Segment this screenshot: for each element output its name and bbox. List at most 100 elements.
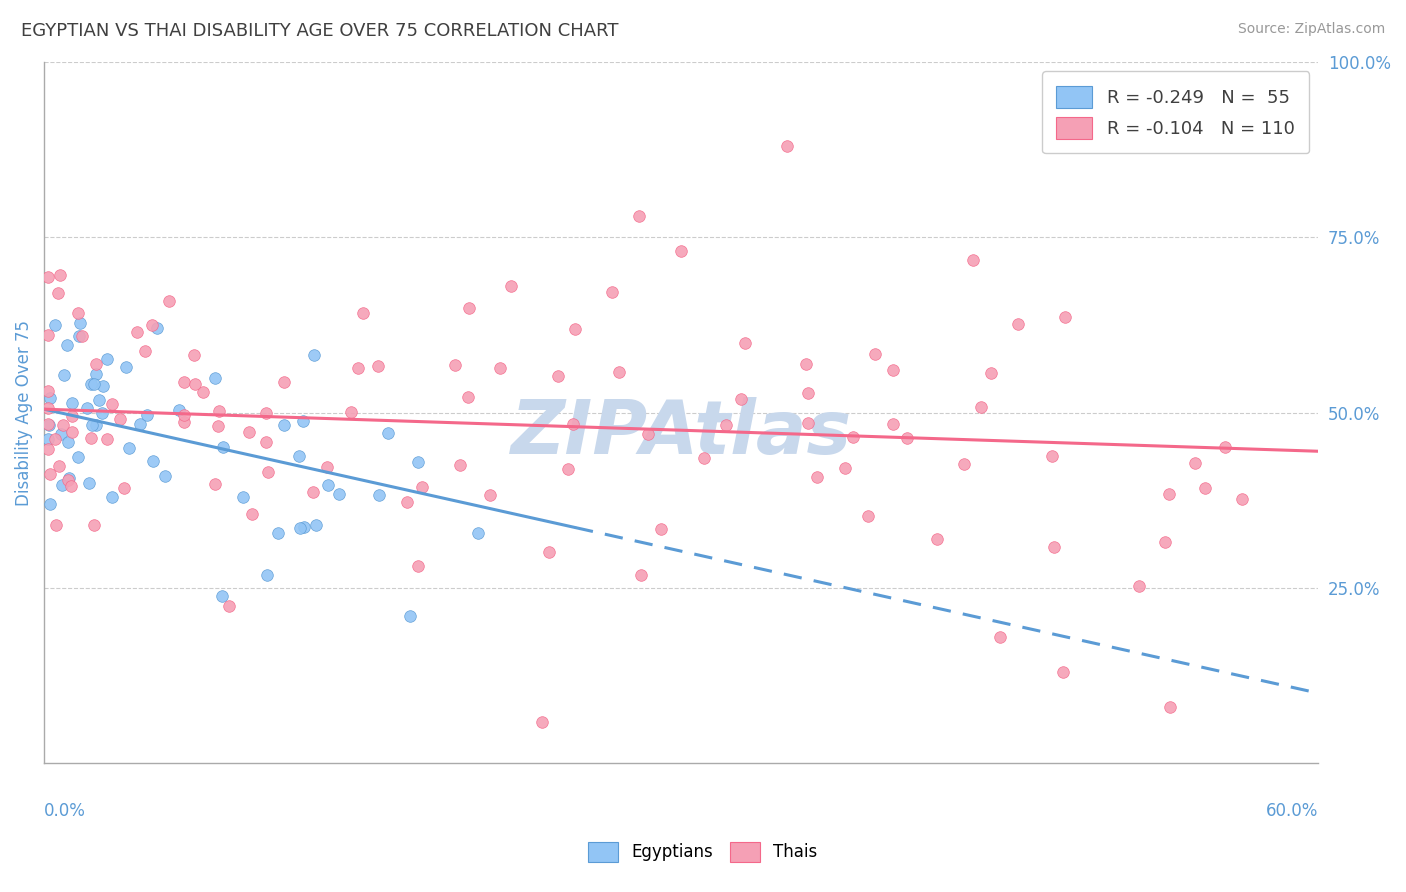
Point bbox=[218, 599, 240, 614]
Text: EGYPTIAN VS THAI DISABILITY AGE OVER 75 CORRELATION CHART: EGYPTIAN VS THAI DISABILITY AGE OVER 75 … bbox=[21, 22, 619, 40]
Point bbox=[600, 285, 623, 300]
Point bbox=[547, 369, 569, 384]
Point bbox=[457, 390, 479, 404]
Point bbox=[1230, 491, 1253, 506]
Point bbox=[82, 418, 104, 433]
Point bbox=[730, 392, 752, 407]
Point bbox=[693, 450, 716, 465]
Point bbox=[267, 526, 290, 541]
Point bbox=[91, 378, 114, 392]
Point bbox=[256, 568, 278, 582]
Point bbox=[1213, 440, 1236, 454]
Point bbox=[134, 343, 156, 358]
Point bbox=[115, 359, 138, 374]
Point bbox=[142, 454, 165, 468]
Point bbox=[38, 417, 60, 432]
Point bbox=[1128, 579, 1150, 593]
Point bbox=[76, 401, 98, 416]
Point bbox=[96, 352, 118, 367]
Point bbox=[406, 559, 429, 574]
Point bbox=[67, 306, 90, 320]
Point bbox=[406, 455, 429, 469]
Point bbox=[38, 467, 60, 482]
Point bbox=[77, 475, 100, 490]
Point bbox=[159, 294, 181, 309]
Point bbox=[45, 518, 67, 533]
Point bbox=[208, 403, 231, 417]
Point bbox=[37, 270, 59, 285]
Point bbox=[457, 301, 479, 315]
Point bbox=[288, 449, 311, 463]
Text: 60.0%: 60.0% bbox=[1265, 802, 1319, 820]
Point bbox=[882, 362, 904, 376]
Point bbox=[489, 361, 512, 376]
Point bbox=[302, 348, 325, 362]
Point bbox=[101, 490, 124, 504]
Point bbox=[49, 426, 72, 441]
Point bbox=[96, 432, 118, 446]
Point bbox=[627, 210, 650, 224]
Point bbox=[292, 520, 315, 534]
Point bbox=[52, 368, 75, 383]
Point bbox=[411, 480, 433, 494]
Point bbox=[896, 432, 918, 446]
Point bbox=[980, 366, 1002, 380]
Point bbox=[60, 409, 83, 423]
Point bbox=[52, 418, 75, 433]
Text: Source: ZipAtlas.com: Source: ZipAtlas.com bbox=[1237, 22, 1385, 37]
Point bbox=[316, 477, 339, 491]
Point bbox=[204, 371, 226, 385]
Point bbox=[38, 497, 60, 511]
Point bbox=[1184, 456, 1206, 470]
Point bbox=[794, 357, 817, 371]
Point bbox=[108, 411, 131, 425]
Point bbox=[46, 285, 69, 300]
Point bbox=[60, 478, 83, 492]
Point bbox=[882, 417, 904, 431]
Point bbox=[37, 432, 59, 446]
Point bbox=[69, 316, 91, 330]
Point bbox=[347, 360, 370, 375]
Point bbox=[44, 432, 66, 446]
Point bbox=[211, 589, 233, 603]
Point bbox=[1052, 665, 1074, 679]
Point bbox=[169, 403, 191, 417]
Text: 0.0%: 0.0% bbox=[44, 802, 86, 820]
Point bbox=[90, 406, 112, 420]
Point bbox=[125, 325, 148, 339]
Point bbox=[89, 393, 111, 408]
Point bbox=[211, 440, 233, 454]
Point bbox=[173, 416, 195, 430]
Point bbox=[257, 465, 280, 479]
Point bbox=[70, 329, 93, 343]
Point bbox=[37, 384, 59, 398]
Point bbox=[273, 417, 295, 432]
Point bbox=[863, 347, 886, 361]
Point bbox=[66, 450, 89, 465]
Point bbox=[776, 139, 799, 153]
Point bbox=[67, 328, 90, 343]
Point bbox=[399, 609, 422, 624]
Point bbox=[173, 408, 195, 422]
Point bbox=[37, 328, 59, 343]
Point bbox=[1043, 541, 1066, 555]
Point bbox=[607, 365, 630, 379]
Point bbox=[254, 406, 277, 420]
Point bbox=[1053, 310, 1076, 325]
Point bbox=[84, 417, 107, 432]
Point bbox=[238, 425, 260, 440]
Point bbox=[501, 279, 523, 293]
Point bbox=[797, 386, 820, 401]
Point bbox=[56, 338, 79, 352]
Point bbox=[101, 397, 124, 411]
Point bbox=[183, 348, 205, 362]
Point bbox=[112, 481, 135, 495]
Point bbox=[557, 462, 579, 476]
Point bbox=[444, 359, 467, 373]
Point bbox=[49, 268, 72, 282]
Point bbox=[136, 409, 159, 423]
Point bbox=[564, 321, 586, 335]
Point bbox=[83, 518, 105, 533]
Point bbox=[1040, 450, 1063, 464]
Point bbox=[1153, 535, 1175, 549]
